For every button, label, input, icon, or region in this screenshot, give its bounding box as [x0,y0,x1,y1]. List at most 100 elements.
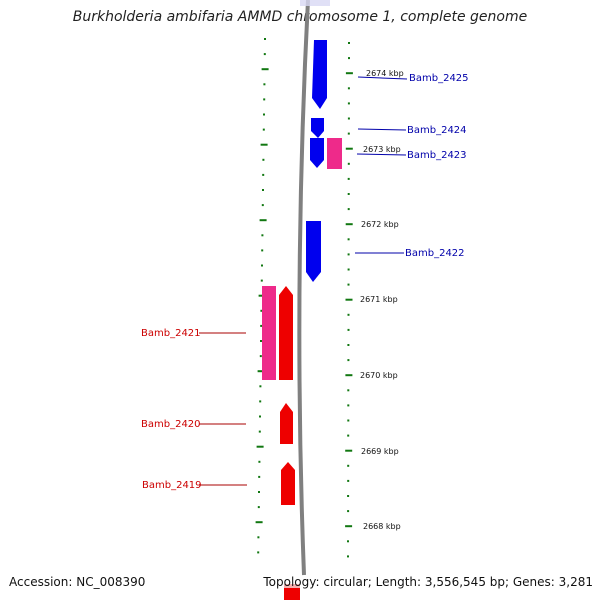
left-tick-track [255,38,269,554]
gene-bamb-2424[interactable] [311,118,324,138]
minor-tick [261,264,263,267]
minor-tick [262,189,264,191]
minor-tick [260,324,263,327]
major-tick [259,219,267,222]
minor-tick [347,419,350,422]
kbp-2674: 2674 kbp [366,69,404,78]
label-bamb-2422[interactable]: Bamb_2422 [405,248,465,259]
minor-tick [347,132,350,135]
major-tick [256,445,264,448]
minor-tick [347,344,350,346]
minor-tick [347,540,349,543]
chromosome-backbone [297,0,310,576]
minor-tick [258,460,261,463]
minor-tick [347,464,350,467]
accession-text: Accession: NC_008390 [9,575,146,589]
label-bamb-2425[interactable]: Bamb_2425 [409,73,469,84]
minor-tick [259,400,262,403]
minor-tick [258,491,260,493]
minor-tick [263,83,266,86]
backbone-highlight-top [300,0,330,6]
major-tick [260,143,268,146]
right-tick-track [345,42,353,558]
kbp-2670: 2670 kbp [360,371,398,380]
minor-tick [260,340,262,342]
gene-bamb-2422[interactable] [306,221,321,282]
minor-tick [260,279,263,282]
minor-tick [347,177,350,180]
gene-bamb-2420[interactable] [280,403,293,444]
pseudogene-bamb-2423[interactable] [327,138,342,169]
minor-tick [261,249,264,252]
gene-bamb-2419[interactable] [281,462,295,505]
minor-tick [257,506,260,509]
major-tick [345,374,353,377]
minor-tick [261,204,264,207]
minor-tick [347,389,350,392]
minor-tick [262,128,265,131]
backbone-highlight-bottom-fade [284,584,300,588]
minor-tick [347,102,350,105]
minor-tick [347,87,350,90]
minor-tick [348,42,350,44]
minor-tick [347,253,350,256]
minor-tick [264,38,266,40]
minor-tick [261,234,264,237]
gene-bamb-2423[interactable] [310,138,324,168]
major-tick [345,449,353,452]
kbp-2669: 2669 kbp [361,447,399,456]
minor-tick [347,434,350,437]
minor-tick [347,238,350,241]
kbp-2668: 2668 kbp [363,522,401,531]
pseudogene-bamb-2421[interactable] [262,286,276,380]
label-bamb-2419[interactable]: Bamb_2419 [142,480,202,491]
major-tick [345,147,353,150]
major-tick [257,370,265,373]
minor-tick [347,479,350,482]
minor-tick [347,328,350,331]
minor-tick [257,536,260,539]
kbp-2671: 2671 kbp [360,295,398,304]
genome-summary-text: Topology: circular; Length: 3,556,545 bp… [263,575,593,589]
gene-bamb-2425[interactable] [312,40,327,109]
minor-tick [260,309,263,312]
major-tick [345,298,353,301]
minor-tick [348,57,350,60]
minor-tick [347,208,350,211]
map-title: Burkholderia ambifaria AMMD chromosome 1… [72,9,528,25]
kbp-2672: 2672 kbp [361,220,399,229]
minor-tick [347,495,350,497]
minor-tick [347,555,349,558]
minor-tick [347,162,350,165]
minor-tick [258,430,261,433]
backbone-highlight-bottom [284,588,300,600]
minor-tick [347,117,350,120]
minor-tick [263,113,265,116]
kbp-2673: 2673 kbp [363,145,401,154]
minor-tick [347,283,350,286]
major-tick [345,525,353,528]
label-bamb-2421[interactable]: Bamb_2421 [141,328,201,339]
minor-tick [258,475,261,478]
minor-tick [347,510,350,513]
label-bamb-2424[interactable]: Bamb_2424 [407,125,467,136]
minor-tick [347,268,350,271]
minor-tick [257,551,260,554]
gene-bamb-2421[interactable] [279,286,293,380]
major-tick [255,521,263,524]
label-bamb-2423[interactable]: Bamb_2423 [407,150,467,161]
leader-bamb-2425 [357,76,408,80]
minor-tick [347,313,350,316]
minor-tick [263,98,266,101]
minor-tick [347,359,350,362]
minor-tick [347,193,350,195]
leader-bamb-2424 [357,128,407,131]
minor-tick [262,158,265,161]
major-tick [261,68,269,71]
major-tick [345,223,353,226]
minor-tick [259,355,262,358]
label-bamb-2420[interactable]: Bamb_2420 [141,419,201,430]
minor-tick [259,385,262,388]
minor-tick [347,404,350,407]
